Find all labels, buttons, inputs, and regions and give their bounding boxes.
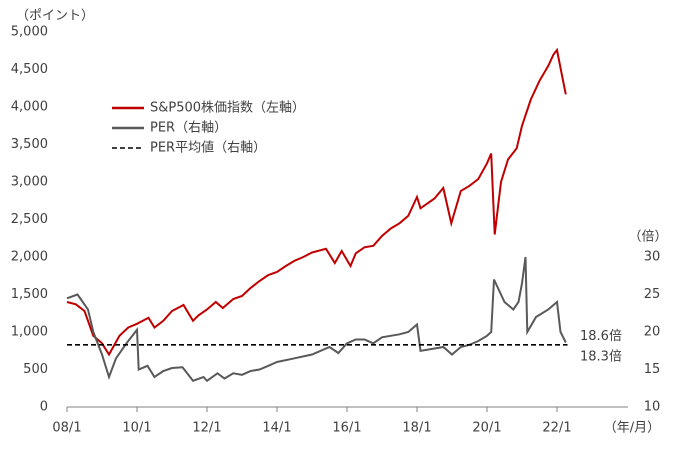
y-tick-label: 4,500 <box>11 62 48 77</box>
y2-tick-label: 15 <box>644 362 661 377</box>
legend-label: PER平均値（右軸） <box>150 140 266 156</box>
y-tick-label: 3,500 <box>11 137 48 152</box>
y-tick-label: 4,000 <box>11 100 48 115</box>
y2-unit: （倍） <box>628 230 667 245</box>
y2-tick-label: 20 <box>644 325 661 340</box>
y-tick-label: 500 <box>23 362 48 377</box>
x-tick-label: 14/1 <box>262 421 291 436</box>
series-line <box>66 256 567 383</box>
x-tick-label: 20/1 <box>472 421 501 436</box>
y-tick-label: 5,000 <box>11 25 48 40</box>
x-tick-label: 16/1 <box>332 421 361 436</box>
y2-tick-label: 10 <box>644 400 661 415</box>
x-tick-label: 18/1 <box>402 421 431 436</box>
x-tick-label: 08/1 <box>52 421 81 436</box>
y-tick-label: 3,000 <box>11 175 48 190</box>
y-tick-label: 2,500 <box>11 212 48 227</box>
series-line <box>66 47 567 357</box>
y-tick-label: 1,500 <box>11 287 48 302</box>
legend-label: S&P500株価指数（左軸） <box>150 101 305 116</box>
x-tick-label: 22/1 <box>542 421 571 436</box>
annotation: 18.3倍 <box>580 349 622 364</box>
x-tick-label: 10/1 <box>122 421 151 436</box>
y2-tick-label: 30 <box>644 250 661 265</box>
y2-tick-label: 25 <box>644 287 661 302</box>
x-unit: （年/月） <box>604 421 660 436</box>
y-unit: （ポイント） <box>16 9 94 24</box>
y-tick-label: 1,000 <box>11 325 48 340</box>
annotation: 18.6倍 <box>580 329 622 344</box>
x-tick-label: 12/1 <box>192 421 221 436</box>
y-tick-label: 2,000 <box>11 250 48 265</box>
y-tick-label: 0 <box>40 400 48 415</box>
legend-label: PER（右軸） <box>150 121 227 136</box>
